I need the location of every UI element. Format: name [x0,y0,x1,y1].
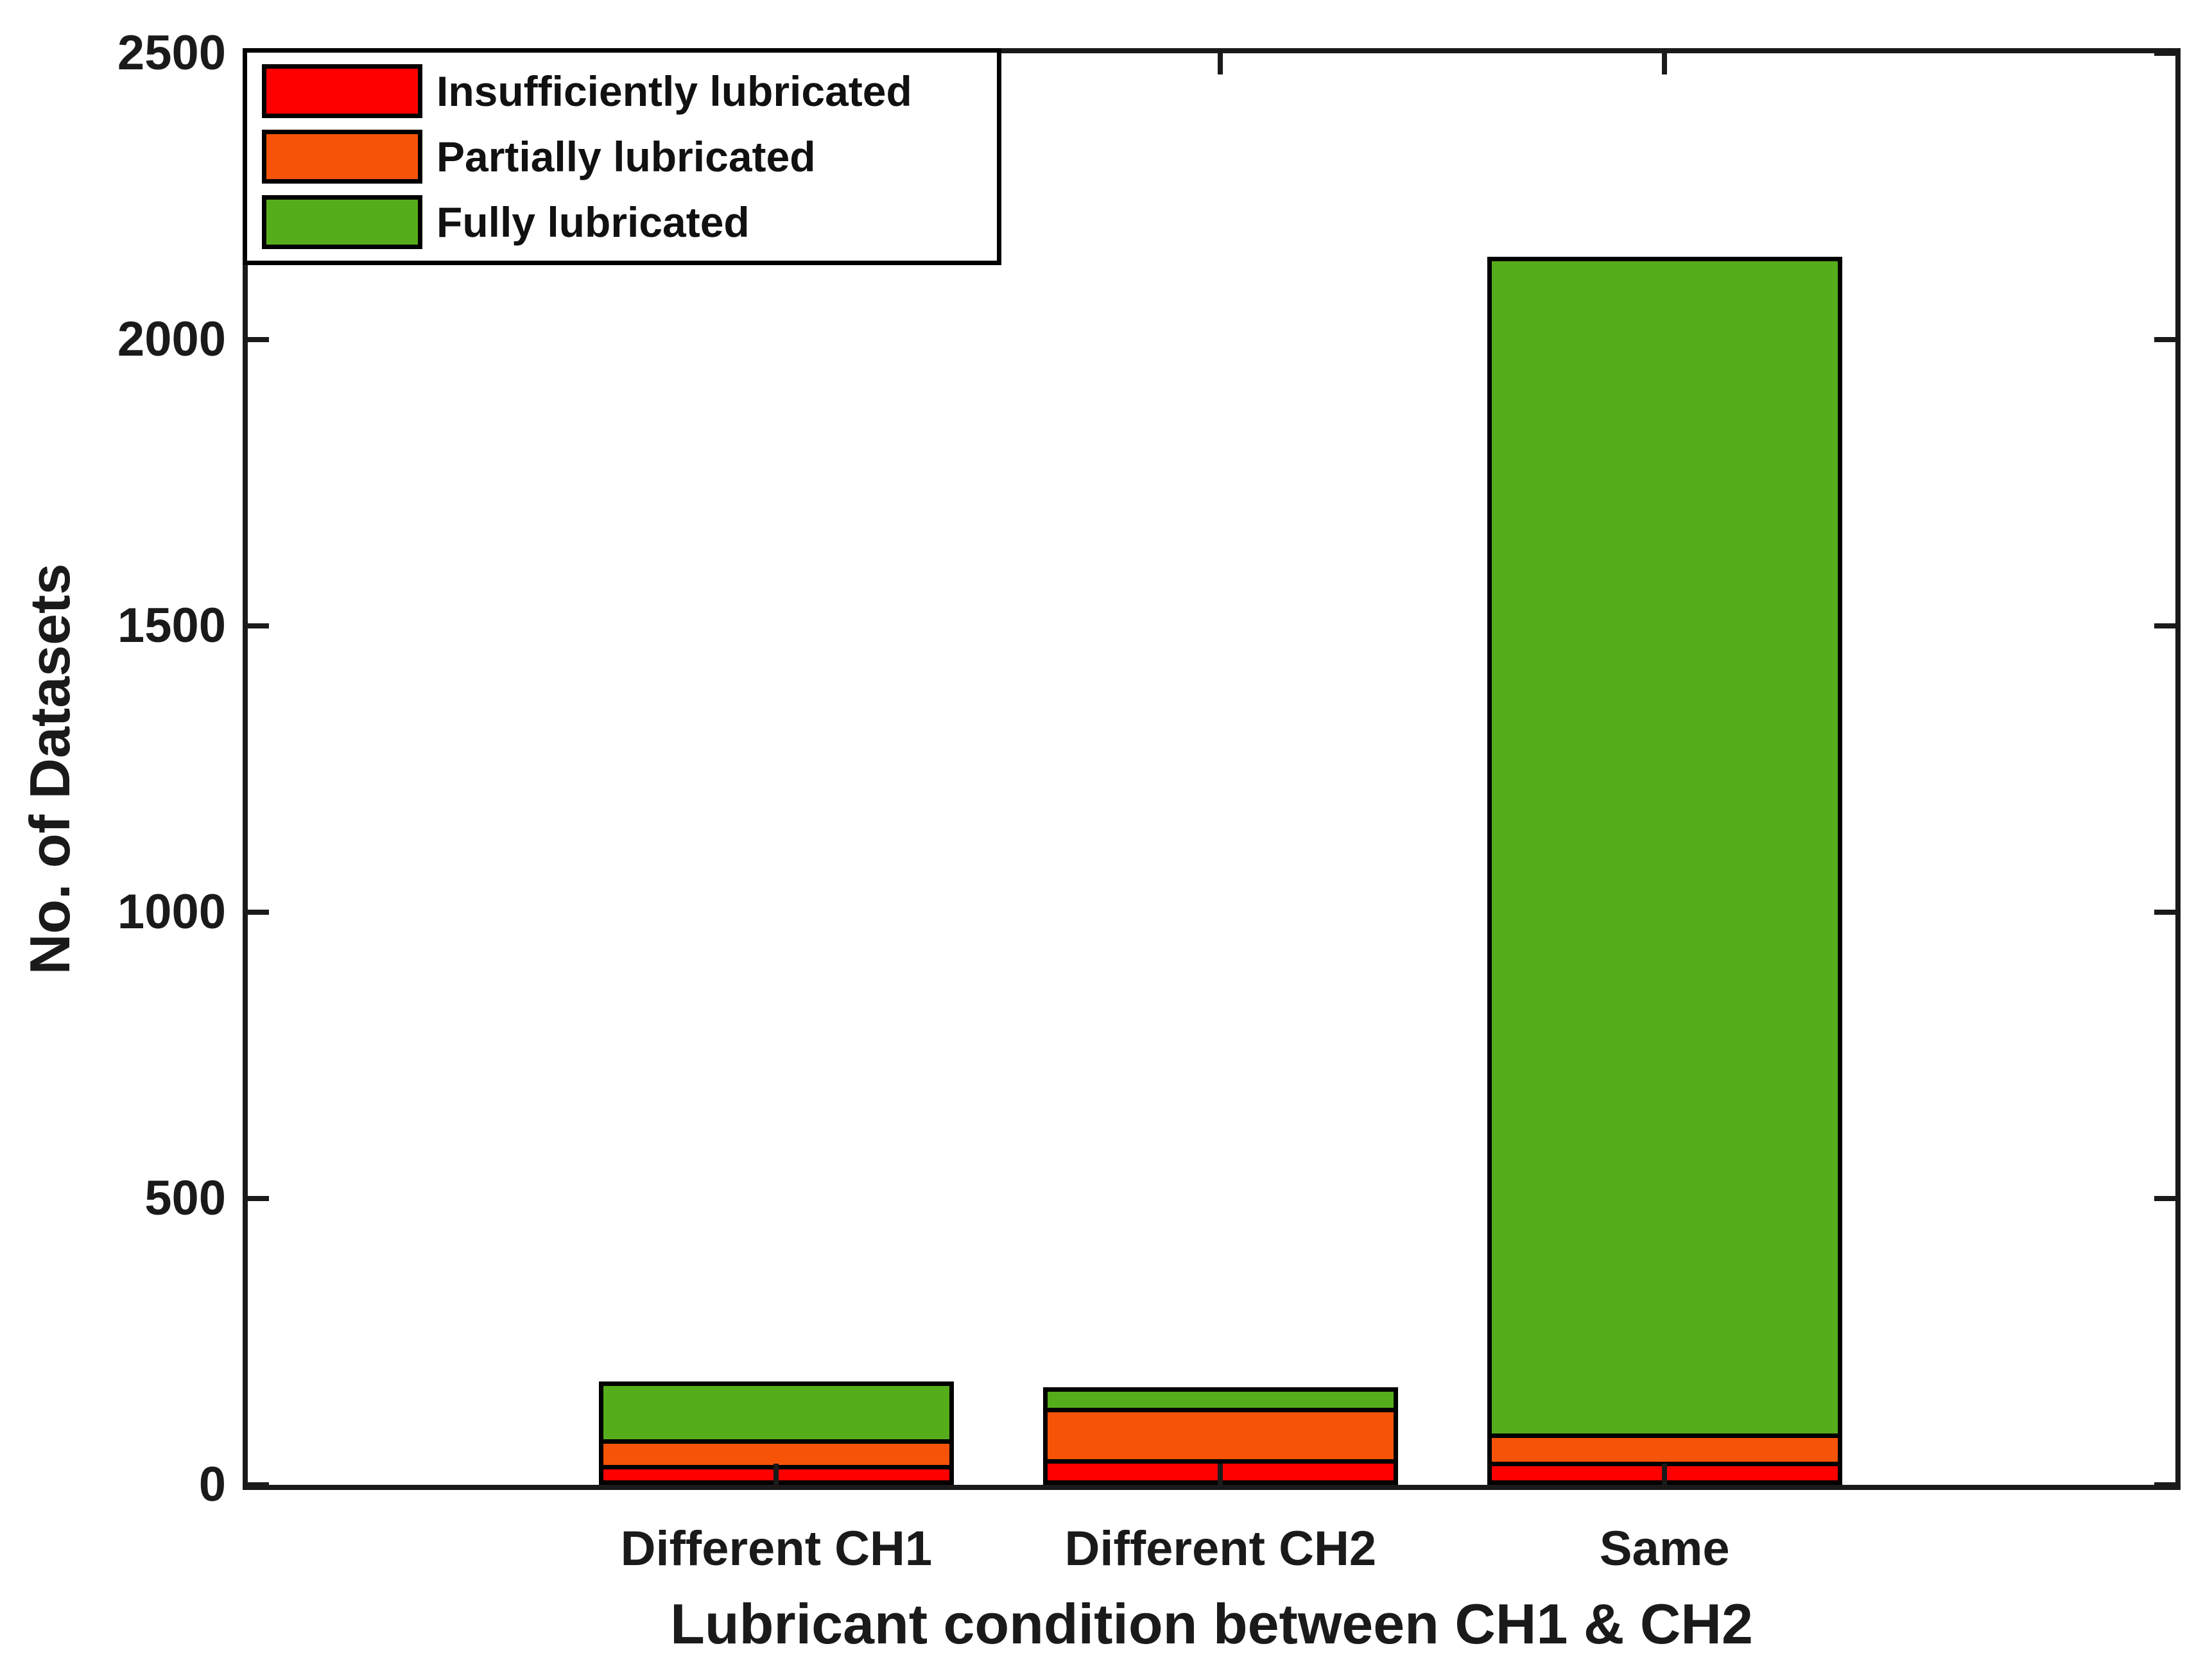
legend-swatch-insufficient-icon [262,64,422,118]
legend-row-insufficient: Insufficiently lubricated [262,64,997,118]
x-tick-top [1662,53,1668,74]
legend-swatch-partial-icon [262,130,422,184]
bar-segment [1487,256,1843,1433]
bar-segment [1042,1407,1399,1459]
x-tick-bottom [1662,1464,1668,1485]
legend-row-full: Fully lubricated [262,195,997,249]
legend-swatch-full-icon [262,195,422,249]
y-tick-right [2154,623,2175,628]
y-tick-label: 1000 [117,885,226,939]
y-tick-right [2154,910,2175,915]
y-tick-right [2154,1196,2175,1201]
x-tick-bottom [1218,1464,1223,1485]
legend-label-full: Fully lubricated [436,198,750,246]
bar-segment [598,1381,955,1439]
y-tick-left [248,910,269,915]
plot-inner [248,51,2175,1487]
legend: Insufficiently lubricated Partially lubr… [243,48,1001,265]
y-tick-right [2154,337,2175,342]
y-tick-right [2154,1482,2175,1487]
x-axis-title: Lubricant condition between CH1 & CH2 [670,1592,1753,1656]
legend-label-partial: Partially lubricated [436,133,816,180]
y-tick-left [248,623,269,628]
bar-segment [1487,1433,1843,1462]
y-tick-label: 2500 [117,26,226,80]
y-tick-left [248,1196,269,1201]
y-tick-right [2154,51,2175,56]
y-tick-label: 500 [144,1171,226,1225]
bar-segment [598,1439,955,1465]
y-tick-label: 0 [198,1457,226,1512]
y-tick-left [248,1482,269,1487]
bar-segment [1042,1387,1399,1408]
legend-row-partial: Partially lubricated [262,130,997,184]
plot-area [243,48,2181,1490]
x-tick-label: Same [1599,1521,1730,1576]
x-tick-label: Different CH2 [1064,1521,1377,1576]
x-tick-label: Different CH1 [620,1521,933,1576]
x-tick-bottom [773,1464,779,1485]
y-tick-label: 2000 [117,312,226,367]
y-tick-label: 1500 [117,598,226,653]
legend-label-insufficient: Insufficiently lubricated [436,67,912,115]
x-tick-top [1218,53,1223,74]
y-tick-left [248,337,269,342]
